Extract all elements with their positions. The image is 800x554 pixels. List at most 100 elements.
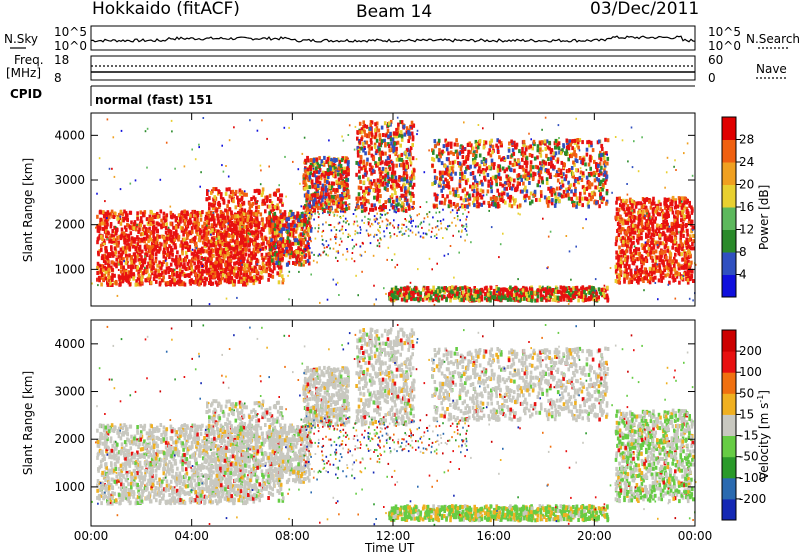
power-cell <box>111 214 114 219</box>
power-cell <box>390 174 394 179</box>
power-cell <box>559 151 563 156</box>
power-cell <box>153 247 156 252</box>
power-cell <box>426 213 428 216</box>
power-cell <box>164 226 168 230</box>
power-cell <box>251 278 255 283</box>
power-cell <box>229 217 232 222</box>
power-cell <box>408 220 410 223</box>
power-cell <box>221 223 225 228</box>
power-cell <box>297 223 301 228</box>
power-cell <box>403 223 405 226</box>
power-cell <box>199 217 203 222</box>
power-cell <box>309 247 311 250</box>
power-cell <box>232 199 235 204</box>
power-cell <box>236 266 240 271</box>
power-cell <box>104 270 108 275</box>
power-cell <box>435 197 438 202</box>
power-cell <box>329 224 332 226</box>
power-cell <box>336 214 339 217</box>
power-cell <box>207 210 211 215</box>
power-cell <box>151 252 155 257</box>
power-cell <box>471 185 474 190</box>
power-cell <box>162 250 165 255</box>
power-cell <box>355 172 358 177</box>
power-cell <box>285 249 289 254</box>
power-cell <box>320 206 322 209</box>
power-cell <box>208 239 211 244</box>
power-cell <box>223 224 226 229</box>
power-cell <box>394 191 397 195</box>
power-cell <box>593 178 597 183</box>
power-cell <box>461 290 465 295</box>
power-cell <box>337 185 341 190</box>
power-cell <box>110 247 113 252</box>
power-cell <box>135 227 138 232</box>
power-cell <box>486 189 490 194</box>
power-cell <box>255 205 258 210</box>
power-cell <box>235 260 239 265</box>
power-cell <box>262 238 265 243</box>
power-cell <box>276 206 280 211</box>
power-cell <box>503 169 507 174</box>
power-cell <box>347 206 351 211</box>
power-cell <box>122 218 125 223</box>
power-cell <box>554 195 557 200</box>
power-cell <box>219 209 223 214</box>
power-cell <box>154 215 157 219</box>
power-cell <box>458 230 460 233</box>
power-cell <box>530 298 534 303</box>
power-cell <box>215 208 218 213</box>
power-cell <box>389 184 393 189</box>
power-cell <box>402 210 405 213</box>
power-cell <box>117 250 121 255</box>
power-cell <box>245 239 249 244</box>
power-cell <box>389 232 391 234</box>
power-cell <box>147 217 151 222</box>
power-cell <box>303 243 305 246</box>
power-cell <box>258 264 261 269</box>
power-cell <box>233 255 236 260</box>
power-cell <box>567 192 570 197</box>
power-cell <box>121 212 125 217</box>
power-cell <box>435 211 437 214</box>
power-cell <box>574 179 577 183</box>
power-cell <box>490 189 493 194</box>
power-cell <box>207 267 211 272</box>
power-cell <box>281 219 284 223</box>
power-cell <box>168 244 171 249</box>
freq-top-tick: 18 <box>54 53 69 67</box>
power-cell <box>393 219 395 222</box>
power-cell <box>495 143 498 148</box>
power-cell <box>205 234 208 239</box>
power-cell <box>421 226 423 229</box>
power-cell <box>183 237 186 242</box>
power-cell <box>138 247 142 252</box>
power-cell <box>129 274 133 279</box>
power-cell <box>156 221 159 226</box>
power-cell <box>244 252 248 257</box>
power-cell <box>326 246 328 249</box>
power-cell <box>225 274 228 279</box>
power-cell <box>226 212 229 217</box>
power-cell <box>364 186 368 191</box>
power-cell <box>522 153 525 158</box>
power-cell <box>203 281 207 286</box>
power-cell <box>260 193 264 197</box>
power-cell <box>272 241 275 246</box>
power-cell <box>138 276 141 281</box>
power-cell <box>105 220 109 225</box>
power-cell <box>213 195 216 200</box>
power-cell <box>465 225 468 228</box>
power-cell <box>309 228 313 233</box>
date-title: 03/Dec/2011 <box>590 0 699 19</box>
power-cell <box>337 250 339 253</box>
power-cell <box>158 281 162 286</box>
power-cell <box>273 252 277 257</box>
power-cell <box>223 219 226 224</box>
power-cell <box>257 223 260 228</box>
power-cell <box>529 167 533 172</box>
power-cell <box>120 233 123 238</box>
power-cell <box>177 219 180 224</box>
power-cell <box>254 229 258 234</box>
power-cell <box>177 234 181 239</box>
